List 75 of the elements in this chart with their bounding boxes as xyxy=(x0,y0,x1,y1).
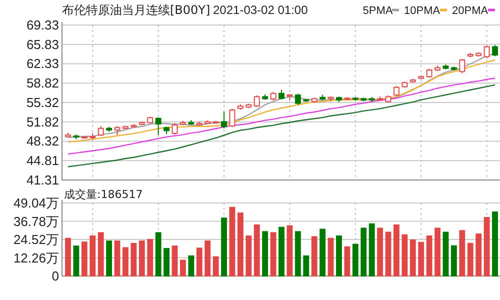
bar xyxy=(164,248,170,276)
bar xyxy=(254,224,260,276)
bar xyxy=(320,228,326,276)
bar xyxy=(65,238,71,276)
bar xyxy=(426,235,432,276)
bar xyxy=(188,255,194,276)
y-tick-label: 48.32 xyxy=(26,134,59,149)
y-tick-label: 41.31 xyxy=(26,172,59,188)
legend-label: 5PMA xyxy=(362,5,394,17)
bar xyxy=(262,231,268,276)
bar xyxy=(237,212,244,276)
legend-label: 10PMA xyxy=(404,5,441,17)
bar xyxy=(212,256,219,276)
y-tick-label: 24.52万 xyxy=(13,232,59,247)
bar xyxy=(172,246,178,276)
chart-title: 布伦特原油当月连续[B00Y] xyxy=(62,3,210,17)
bar xyxy=(336,235,342,276)
line-series xyxy=(67,78,496,155)
y-tick-label: 49.04万 xyxy=(13,196,59,210)
bar xyxy=(90,235,96,276)
bar xyxy=(344,246,350,276)
bar xyxy=(442,232,449,276)
chart-subtitle: 2021-03-02 01:00 xyxy=(213,3,308,17)
y-tick-label: 36.78万 xyxy=(13,214,59,229)
bar xyxy=(328,238,334,276)
bar xyxy=(221,218,227,276)
bar xyxy=(114,240,120,276)
y-tick-label: 55.32 xyxy=(26,95,59,110)
bar xyxy=(394,224,400,276)
text: 成交量:186517 xyxy=(64,188,143,201)
bar xyxy=(130,242,137,276)
bar xyxy=(270,232,276,276)
y-tick-label: 69.33 xyxy=(26,18,59,32)
bar xyxy=(286,225,293,276)
line-series xyxy=(67,84,496,168)
bar xyxy=(147,238,154,276)
y-tick-label: 62.33 xyxy=(26,56,59,72)
y-tick-label: 0 xyxy=(52,268,59,284)
bar xyxy=(204,240,211,276)
bar xyxy=(492,211,498,276)
bar xyxy=(246,235,252,276)
bar xyxy=(467,242,474,276)
bar xyxy=(352,244,358,276)
bar xyxy=(476,234,482,276)
bar xyxy=(229,206,236,276)
bar xyxy=(106,240,112,276)
bar xyxy=(98,232,104,276)
bar xyxy=(81,242,88,276)
bar xyxy=(402,234,408,276)
bar xyxy=(484,217,490,276)
y-tick-label: 51.82 xyxy=(26,114,59,130)
bar xyxy=(122,247,128,276)
y-tick-label: 12.26万 xyxy=(13,250,59,266)
bar xyxy=(418,242,424,276)
bar xyxy=(294,231,301,276)
bar xyxy=(434,228,440,276)
bar xyxy=(73,246,80,276)
y-tick-label: 44.81 xyxy=(26,153,59,168)
bar xyxy=(278,226,284,276)
y-tick-label: 65.83 xyxy=(26,36,59,52)
bar xyxy=(155,232,162,276)
bar xyxy=(311,236,318,276)
bar xyxy=(385,232,392,276)
bar xyxy=(360,228,367,276)
bar xyxy=(180,260,186,276)
bar xyxy=(459,230,466,276)
bar xyxy=(410,239,416,276)
bar xyxy=(138,240,145,276)
bar xyxy=(450,245,457,276)
y-tick-label: 58.82 xyxy=(26,76,59,91)
legend-label: 20PMA xyxy=(452,5,489,17)
bar xyxy=(303,255,310,276)
bar xyxy=(377,228,383,276)
bar xyxy=(196,248,202,276)
bar xyxy=(368,223,375,276)
